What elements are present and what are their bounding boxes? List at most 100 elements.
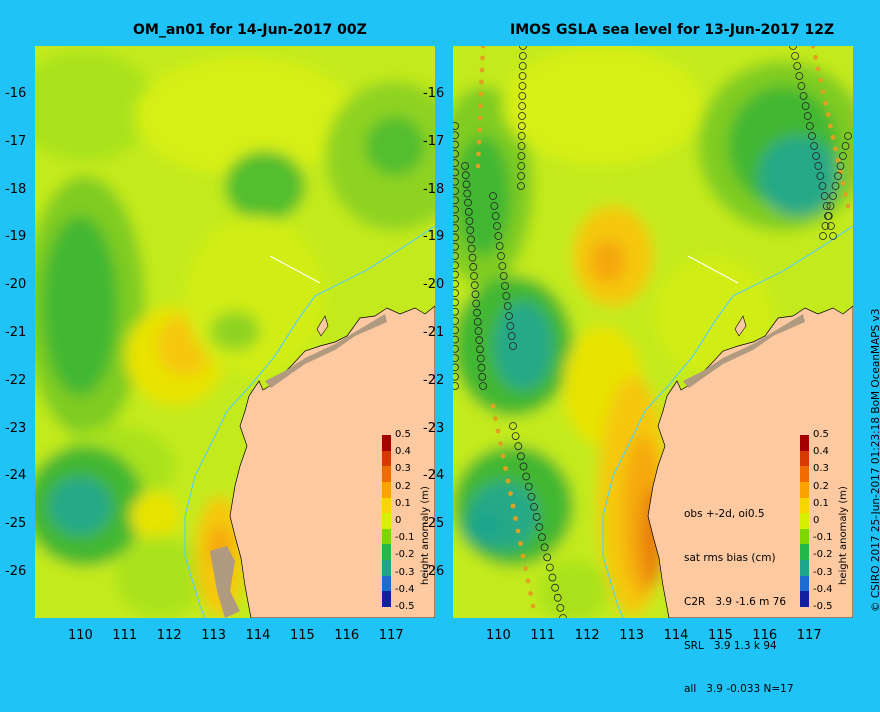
right-lon-tick: 115: [708, 628, 733, 643]
track-observation-marker: [830, 135, 836, 140]
right-lon-tick: 110: [486, 628, 511, 643]
right-colorbar-segment: [800, 450, 809, 467]
track-observation-marker: [551, 583, 560, 592]
track-observation-marker: [556, 603, 565, 612]
right-map-panel: [453, 46, 853, 618]
left-colorbar-tick: 0.2: [395, 480, 411, 492]
right-colorbar-segment: [800, 544, 809, 561]
stats-line-2: sat rms bias (cm): [684, 551, 776, 564]
track-observation-marker: [559, 614, 567, 618]
track-observation-marker: [522, 472, 531, 481]
altimeter-track-markers: [453, 46, 852, 618]
track-observation-marker: [453, 122, 459, 130]
track-observation-marker: [453, 140, 459, 149]
track-observation-marker: [829, 232, 837, 240]
track-observation-marker: [505, 312, 513, 320]
track-observation-marker: [453, 270, 459, 279]
right-colorbar-tick: 0.2: [813, 480, 829, 492]
track-observation-marker: [466, 226, 475, 235]
left-colorbar-tick: -0.2: [395, 549, 415, 561]
left-lat-tick: -25: [5, 516, 27, 532]
right-lon-tick: 111: [530, 628, 556, 643]
track-observation-marker: [538, 533, 546, 542]
track-observation-marker: [813, 55, 818, 60]
track-observation-marker: [453, 372, 459, 381]
track-observation-marker: [467, 235, 475, 244]
track-observation-marker: [453, 149, 459, 158]
track-observation-marker: [453, 261, 459, 270]
right-lat-tick: -25: [423, 516, 445, 532]
right-lat-tick: -16: [423, 86, 445, 101]
track-observation-marker: [791, 52, 800, 60]
track-observation-marker: [518, 62, 527, 70]
track-observation-marker: [453, 354, 459, 363]
left-colorbar-tick: 0.5: [395, 429, 411, 440]
track-observation-marker: [814, 162, 823, 170]
track-observation-marker: [821, 222, 830, 230]
left-lon-tick: 114: [245, 628, 271, 643]
track-observation-marker: [493, 222, 501, 230]
stats-line-3: C2R 3.9 -1.6 m 76: [684, 595, 787, 608]
track-observation-marker: [517, 172, 526, 180]
track-observation-marker: [825, 112, 831, 117]
right-colorbar-segment: [800, 481, 809, 499]
track-observation-marker: [839, 152, 847, 160]
left-section-line: [269, 255, 321, 284]
track-observation-marker: [467, 244, 476, 253]
track-observation-marker: [520, 553, 526, 559]
stats-line-5: all 3.9 -0.033 N=17: [684, 683, 794, 696]
track-observation-marker: [453, 279, 459, 288]
track-observation-marker: [470, 272, 478, 280]
track-observation-marker: [491, 212, 500, 220]
track-observation-marker: [503, 302, 512, 310]
right-lat-tick: -20: [423, 277, 445, 293]
track-observation-marker: [478, 91, 484, 97]
track-observation-marker: [479, 382, 487, 390]
track-observation-marker: [517, 162, 526, 170]
left-colorbar-segment: [382, 466, 391, 483]
left-colorbar-segment: [382, 450, 391, 467]
right-colorbar-tick: -0.4: [813, 583, 833, 595]
track-observation-marker: [510, 503, 516, 509]
stats-line-4: SRL 3.9 1.3 k 94: [684, 639, 777, 652]
right-colorbar-tick: 0: [813, 515, 820, 526]
track-observation-marker: [463, 189, 472, 198]
track-observation-marker: [545, 563, 554, 572]
track-observation-marker: [548, 573, 557, 582]
track-observation-marker: [468, 253, 477, 262]
track-observation-marker: [845, 203, 851, 209]
track-observation-marker: [844, 132, 852, 140]
left-colorbar-tick: -0.1: [395, 532, 415, 544]
track-observation-marker: [453, 289, 459, 298]
right-colorbar-segment: [800, 560, 809, 577]
track-observation-marker: [474, 327, 483, 335]
right-colorbar-segment: [800, 575, 809, 592]
left-colorbar-segment: [382, 560, 391, 577]
track-observation-marker: [453, 298, 459, 307]
right-map-title: IMOS GSLA sea level for 13-Jun-2017 12Z: [510, 22, 835, 38]
track-observation-marker: [495, 242, 504, 250]
track-observation-marker: [453, 382, 459, 390]
left-lat-tick: -19: [5, 229, 27, 245]
right-lat-tick: -21: [423, 325, 445, 340]
track-observation-marker: [824, 212, 832, 220]
observation-stats: obs +-2d, oi0.5 sat rms bias (cm) C2R 3.…: [684, 478, 794, 712]
track-observation-marker: [479, 67, 485, 73]
right-colorbar-tick: 0.3: [813, 463, 829, 475]
left-lon-tick: 113: [201, 628, 227, 643]
track-observation-marker: [475, 336, 484, 345]
left-colorbar-title: height anomaly (m): [420, 486, 431, 585]
left-map-panel: [35, 46, 435, 618]
left-colorbar-segment: [382, 435, 391, 452]
track-observation-marker: [472, 299, 481, 308]
track-observation-marker: [812, 152, 821, 160]
track-observation-marker: [502, 292, 511, 300]
track-observation-marker: [815, 66, 821, 72]
track-observation-marker: [465, 217, 474, 225]
track-observation-marker: [505, 478, 511, 484]
track-observation-marker: [822, 202, 831, 210]
track-observation-marker: [823, 100, 828, 106]
left-colorbar-segment: [382, 481, 391, 499]
track-observation-marker: [518, 541, 523, 546]
left-colorbar-segment: [382, 513, 391, 530]
